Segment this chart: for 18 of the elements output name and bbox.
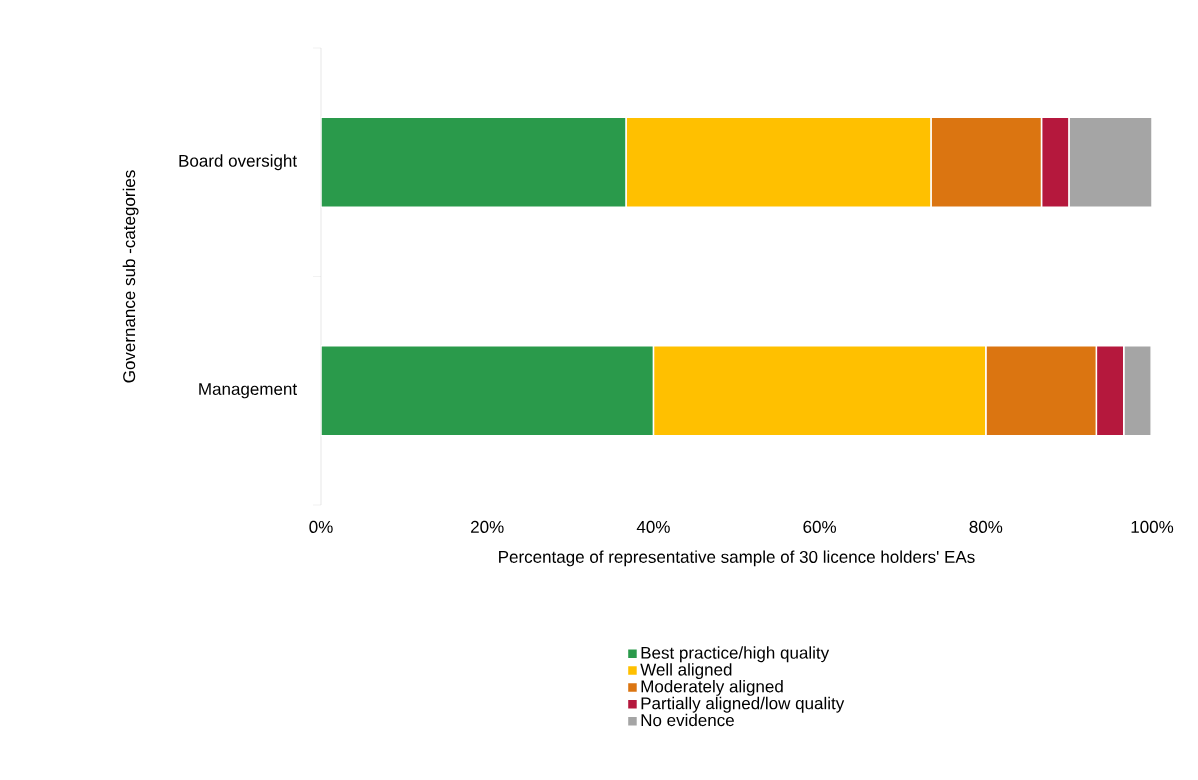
x-tick-label: 100%: [1131, 520, 1174, 533]
x-tick-label: 40%: [636, 520, 670, 533]
legend-label: Moderately aligned: [641, 680, 783, 696]
bar: [321, 116, 627, 208]
legend-label: Partially aligned/low quality: [641, 696, 845, 713]
x-tick-label: 60%: [803, 520, 837, 533]
x-axis-title: Percentage of representative sample of 30 licence holders' EAs: [499, 550, 975, 567]
bar: [1068, 116, 1153, 208]
x-tick-label: 80%: [969, 520, 1003, 533]
y-axis-title: Governance sub -categories: [122, 170, 139, 383]
x-tick-label: 20%: [471, 520, 504, 533]
bar: [321, 345, 655, 437]
y-tick-label: Board oversight: [179, 154, 297, 171]
legend-label: No evidence: [641, 713, 734, 727]
legend-label: Well aligned: [640, 663, 732, 679]
legend-label: Best practice/high quality: [641, 646, 830, 663]
x-tick-label: 0%: [309, 520, 333, 533]
y-tick-label: Management: [199, 383, 297, 399]
